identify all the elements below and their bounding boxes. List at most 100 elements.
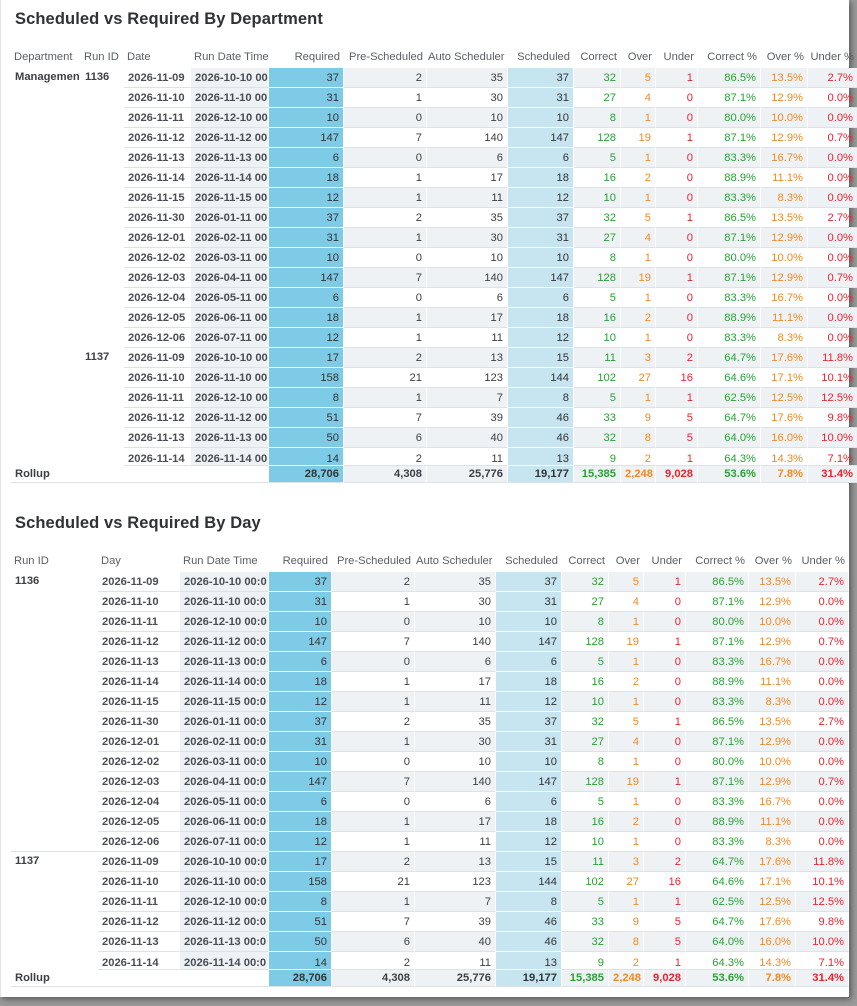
auto-scheduler-cell: 6 (415, 792, 496, 812)
scheduled-cell: 10 (508, 248, 574, 268)
under-pct-cell: 0.0% (808, 148, 857, 168)
under-pct-cell: 0.7% (808, 128, 857, 148)
column-header-under[interactable]: Under (651, 555, 682, 567)
table-row: 2026-12-03 2026-04-11 00:0 147 7 140 147 128 19… (11, 772, 849, 792)
scheduled-cell: 6 (508, 148, 574, 168)
over-pct-cell: 11.1% (749, 812, 796, 832)
scheduled-cell: 147 (496, 772, 562, 792)
required-cell: 14 (269, 952, 332, 970)
column-header-scheduled[interactable]: Scheduled (517, 51, 570, 63)
column-header-day[interactable]: Day (101, 555, 121, 567)
scheduled-cell: 6 (508, 288, 574, 308)
required-cell: 17 (269, 348, 344, 368)
under-cell: 2 (656, 348, 698, 368)
table-row: 2026-12-05 2026-06-11 00:0 18 1 17 18 16 2 0 88.9… (11, 812, 849, 832)
column-header-scheduled[interactable]: Scheduled (505, 555, 558, 567)
over-pct-cell: 12.9% (749, 732, 796, 752)
required-cell: 50 (269, 932, 332, 952)
table-row: 1137 2026-11-09 2026-10-10 00:0 17 2 13 15 11 3 2… (11, 852, 849, 872)
pre-scheduled-cell: 2 (344, 208, 427, 228)
day-cell: 2026-11-12 (98, 632, 180, 652)
column-header-pre-scheduled[interactable]: Pre-Scheduled (336, 555, 411, 567)
scheduled-cell: 46 (496, 932, 562, 952)
dept-table-body: Managemen 1136 2026-11-09 2026-10-10 00: 37 2… (11, 68, 857, 483)
pre-scheduled-cell: 2 (344, 348, 427, 368)
department-cell (11, 108, 81, 128)
under-pct-cell: 0.0% (796, 672, 849, 692)
over-cell: 1 (621, 248, 656, 268)
run-date-time-cell: 2026-11-14 00: (191, 168, 269, 188)
auto-scheduler-cell: 17 (415, 672, 496, 692)
over-pct-cell: 17.1% (761, 368, 808, 388)
scheduled-cell: 31 (496, 592, 562, 612)
table-row: 2026-11-12 2026-11-12 00:0 147 7 140 147 128 19… (11, 632, 849, 652)
correct-pct-cell: 88.9% (698, 308, 761, 328)
department-cell (11, 428, 81, 448)
correct-pct-cell: 87.1% (686, 732, 749, 752)
over-cell: 1 (621, 188, 656, 208)
column-header-auto-scheduler[interactable]: Auto Scheduler (416, 555, 493, 567)
column-header-over[interactable]: Over (615, 555, 640, 567)
column-header-run-date-time[interactable]: Run Date Time (183, 555, 258, 567)
day-cell: 2026-12-02 (98, 752, 180, 772)
pre-scheduled-cell: 7 (344, 128, 427, 148)
run-id-cell (81, 308, 124, 328)
run-date-time-cell: 2026-11-13 00: (191, 428, 269, 448)
pre-scheduled-cell: 1 (344, 388, 427, 408)
over-cell: 2 (621, 448, 656, 466)
under-pct-cell: 10.0% (796, 932, 849, 952)
day-cell: 2026-11-09 (98, 572, 180, 592)
correct-pct-cell: 87.1% (686, 772, 749, 792)
over-cell: 2 (609, 812, 644, 832)
run-date-time-cell: 2026-11-15 00:0 (180, 692, 269, 712)
table-row: 2026-11-11 2026-12-10 00:0 10 0 10 10 8 1 0 80.0%… (11, 612, 849, 632)
column-header-correct[interactable]: Correct % (707, 51, 757, 63)
correct-pct-cell: 64.7% (698, 408, 761, 428)
pre-scheduled-cell: 21 (332, 872, 415, 892)
column-header-run-date-time[interactable]: Run Date Time (194, 51, 269, 63)
rollup-over-pct: 7.8% (749, 970, 796, 987)
table-row: 2026-11-13 2026-11-13 00:0 6 0 6 6 5 1 0 83.3% 16.… (11, 652, 849, 672)
column-header-correct[interactable]: Correct (580, 51, 617, 63)
column-header-correct[interactable]: Correct (568, 555, 605, 567)
required-cell: 18 (269, 812, 332, 832)
pre-scheduled-cell: 7 (344, 408, 427, 428)
column-header-required[interactable]: Required (294, 51, 340, 63)
date-cell: 2026-11-12 (124, 408, 191, 428)
table-row: 2026-11-11 2026-12-10 00: 10 0 10 10 8 1 0 80.0% 1… (11, 108, 857, 128)
auto-scheduler-cell: 11 (415, 692, 496, 712)
column-header-run-id[interactable]: Run ID (14, 555, 49, 567)
column-header-correct[interactable]: Correct % (695, 555, 745, 567)
scheduled-cell: 37 (496, 712, 562, 732)
day-table: Run ID Day Run Date Time Required Pre-Schedu… (11, 542, 849, 987)
under-cell: 0 (644, 612, 686, 632)
correct-cell: 8 (574, 108, 621, 128)
column-header-run-id[interactable]: Run ID (84, 51, 119, 63)
column-header-under[interactable]: Under % (801, 555, 845, 567)
required-cell: 147 (269, 268, 344, 288)
over-pct-cell: 12.9% (761, 228, 808, 248)
column-header-required[interactable]: Required (282, 555, 328, 567)
run-id-cell (11, 672, 98, 692)
column-header-over[interactable]: Over % (766, 51, 804, 63)
run-id-cell (81, 208, 124, 228)
correct-pct-cell: 86.5% (698, 68, 761, 88)
run-id-cell (11, 772, 98, 792)
column-header-under[interactable]: Under (663, 51, 694, 63)
column-header-auto-scheduler[interactable]: Auto Scheduler (428, 51, 505, 63)
department-cell (11, 368, 81, 388)
column-header-department[interactable]: Department (14, 51, 73, 63)
column-header-under[interactable]: Under % (810, 51, 854, 63)
column-header-pre-scheduled[interactable]: Pre-Scheduled (348, 51, 423, 63)
over-cell: 1 (621, 148, 656, 168)
scheduled-cell: 147 (496, 632, 562, 652)
over-cell: 19 (609, 632, 644, 652)
column-header-over[interactable]: Over (627, 51, 652, 63)
column-header-date[interactable]: Date (127, 51, 151, 63)
over-cell: 2 (621, 308, 656, 328)
pre-scheduled-cell: 7 (332, 912, 415, 932)
date-cell: 2026-11-09 (124, 68, 191, 88)
column-header-over[interactable]: Over % (754, 555, 792, 567)
correct-cell: 5 (562, 652, 609, 672)
under-cell: 2 (644, 852, 686, 872)
